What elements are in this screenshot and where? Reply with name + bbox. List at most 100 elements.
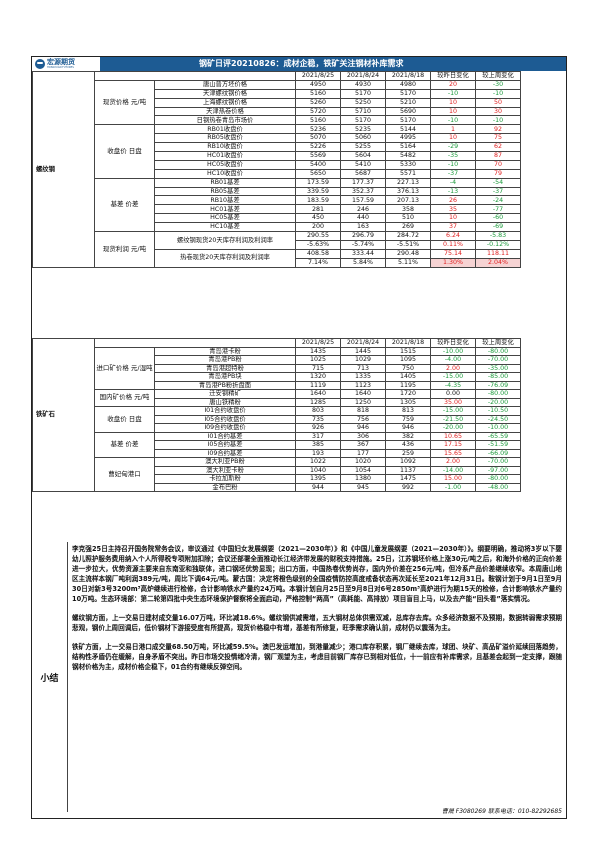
group-label: 国内矿价格 元/吨 — [94, 389, 155, 407]
weekly-change-cell: -10.00 — [475, 423, 521, 433]
value-cell: 5170 — [340, 88, 386, 99]
weekly-change-cell: 75 — [475, 133, 521, 144]
value-cell: 510 — [385, 213, 431, 224]
daily-change-cell: -29 — [430, 142, 476, 153]
indicator-label: I09合约收盘价 — [154, 423, 296, 433]
value-cell: 408.58 — [295, 248, 341, 259]
value-cell: 1119 — [295, 380, 341, 390]
column-header: 较上周变化 — [475, 338, 521, 348]
indicator-label: I01合约收盘价 — [154, 406, 296, 416]
indicator-label: 澳大利亚PB粉 — [154, 457, 296, 467]
value-cell: 5410 — [340, 159, 386, 170]
value-cell: 1025 — [295, 355, 341, 365]
value-cell: 5690 — [385, 106, 431, 117]
summary-section: 小结 李克强25日主持召开国务院常务会议，审议通过《中国妇女发展纲要（2021—… — [32, 542, 566, 812]
value-cell: 1054 — [340, 465, 386, 475]
weekly-change-cell: -80.00 — [475, 346, 521, 356]
group-label: 现货利润 元/吨 — [94, 231, 155, 268]
indicator-label: HC01基差 — [154, 204, 296, 215]
daily-change-cell: 26 — [430, 195, 476, 206]
value-cell: 376.13 — [385, 186, 431, 197]
weekly-change-cell: -10 — [475, 115, 521, 126]
summary-paragraph-macro: 李克强25日主持召开国务院常务会议，审议通过《中国妇女发展纲要（2021—203… — [72, 545, 562, 603]
weekly-change-cell: -97.00 — [475, 465, 521, 475]
table-row: 进口矿价格 元/湿吨 青岛港卡粉 1435 1445 1515 -10.00 -80.00 — [33, 346, 521, 390]
iron-category-label: 铁矿石 — [32, 338, 95, 492]
value-cell: 281 — [295, 204, 341, 215]
value-cell: 803 — [295, 406, 341, 416]
indicator-label: 青岛港卡粉 — [154, 346, 296, 356]
report-header: 宏源期货 HONGYUAN FUTURES 钢矿日评20210826：成材企稳，… — [32, 57, 566, 71]
value-cell: 177 — [340, 448, 386, 458]
weekly-change-cell: -54 — [475, 177, 521, 188]
value-cell: 5164 — [385, 142, 431, 153]
daily-change-cell: 10 — [430, 213, 476, 224]
daily-change-cell: 10 — [430, 106, 476, 117]
value-cell: 5.11% — [385, 257, 431, 268]
value-cell: 1515 — [385, 346, 431, 356]
value-cell: 5482 — [385, 151, 431, 161]
daily-change-cell: 0.00 — [430, 389, 476, 399]
summary-paragraph-rebar: 螺纹钢方面，上一交易日建材成交量16.07万吨，环比减18.6%。螺纹钢供减需增… — [72, 614, 562, 632]
table-row: 现货价格 元/吨 唐山普方坯价格 4950 4930 4980 20 -30 — [33, 79, 521, 126]
value-cell: 1195 — [385, 380, 431, 390]
daily-change-cell: 15.65 — [430, 448, 476, 458]
value-cell: 813 — [385, 406, 431, 416]
group-label: 进口矿价格 元/湿吨 — [94, 346, 155, 390]
value-cell: 5569 — [295, 151, 341, 161]
weekly-change-cell: 118.11 — [475, 248, 521, 259]
value-cell: 5330 — [385, 159, 431, 170]
logo-mark-icon — [35, 59, 45, 69]
daily-change-cell: -37 — [430, 168, 476, 179]
daily-change-cell: 35.00 — [430, 397, 476, 407]
rebar-category-label: 螺纹钢 — [32, 71, 95, 268]
value-cell: 1475 — [385, 474, 431, 484]
indicator-label: 澳大利亚卡粉 — [154, 465, 296, 475]
table-row: 青岛港PB块 1320 1335 1405 -15.00 -85.00 — [33, 372, 521, 382]
value-cell: 5604 — [340, 151, 386, 161]
value-cell: 5210 — [385, 97, 431, 108]
value-cell: 5400 — [295, 159, 341, 170]
column-header: 2021/8/24 — [340, 71, 386, 81]
value-cell: 1029 — [340, 355, 386, 365]
value-cell: 5170 — [385, 115, 431, 126]
column-header: 2021/8/25 — [295, 338, 341, 348]
weekly-change-cell: -85.00 — [475, 372, 521, 382]
weekly-change-cell: 2.04% — [475, 257, 521, 268]
weekly-change-cell: -37 — [475, 186, 521, 197]
daily-change-cell: 75.14 — [430, 248, 476, 259]
value-cell: 5060 — [340, 133, 386, 144]
value-cell: 1020 — [340, 457, 386, 467]
weekly-change-cell: -66.09 — [475, 448, 521, 458]
daily-change-cell: 10 — [430, 97, 476, 108]
summary-text: 李克强25日主持召开国务院常务会议，审议通过《中国妇女发展纲要（2021—203… — [68, 542, 566, 812]
value-cell: 1250 — [340, 397, 386, 407]
value-cell: 5720 — [295, 106, 341, 117]
daily-change-cell: -4 — [430, 177, 476, 188]
indicator-label: I05合约基差 — [154, 440, 296, 450]
weekly-change-cell: 70 — [475, 159, 521, 170]
value-cell: 193 — [295, 448, 341, 458]
weekly-change-cell: -70.00 — [475, 355, 521, 365]
daily-change-cell: -15.00 — [430, 372, 476, 382]
value-cell: 339.59 — [295, 186, 341, 197]
value-cell: 1305 — [385, 397, 431, 407]
value-cell: 269 — [385, 222, 431, 233]
indicator-label: 热卷现货20天库存利润及利润率 — [154, 248, 296, 268]
value-cell: 1123 — [340, 380, 386, 390]
value-cell: 1285 — [295, 397, 341, 407]
indicator-label: 卡拉加斯粉 — [154, 474, 296, 484]
daily-change-cell: -10 — [430, 159, 476, 170]
weekly-change-cell: -30 — [475, 79, 521, 90]
group-label: 基差 价差 — [94, 177, 155, 233]
weekly-change-cell: -5.83 — [475, 231, 521, 241]
daily-change-cell: -10 — [430, 115, 476, 126]
logo-subtext: HONGYUAN FUTURES — [47, 66, 74, 69]
value-cell: 290.55 — [295, 231, 341, 241]
group-label: 基差 价差 — [94, 431, 155, 458]
value-cell: 5571 — [385, 168, 431, 179]
daily-change-cell: -1.00 — [430, 482, 476, 492]
daily-change-cell: 37 — [430, 222, 476, 233]
indicator-label: RB10收盘价 — [154, 142, 296, 153]
group-label: 现货价格 元/吨 — [94, 79, 155, 126]
